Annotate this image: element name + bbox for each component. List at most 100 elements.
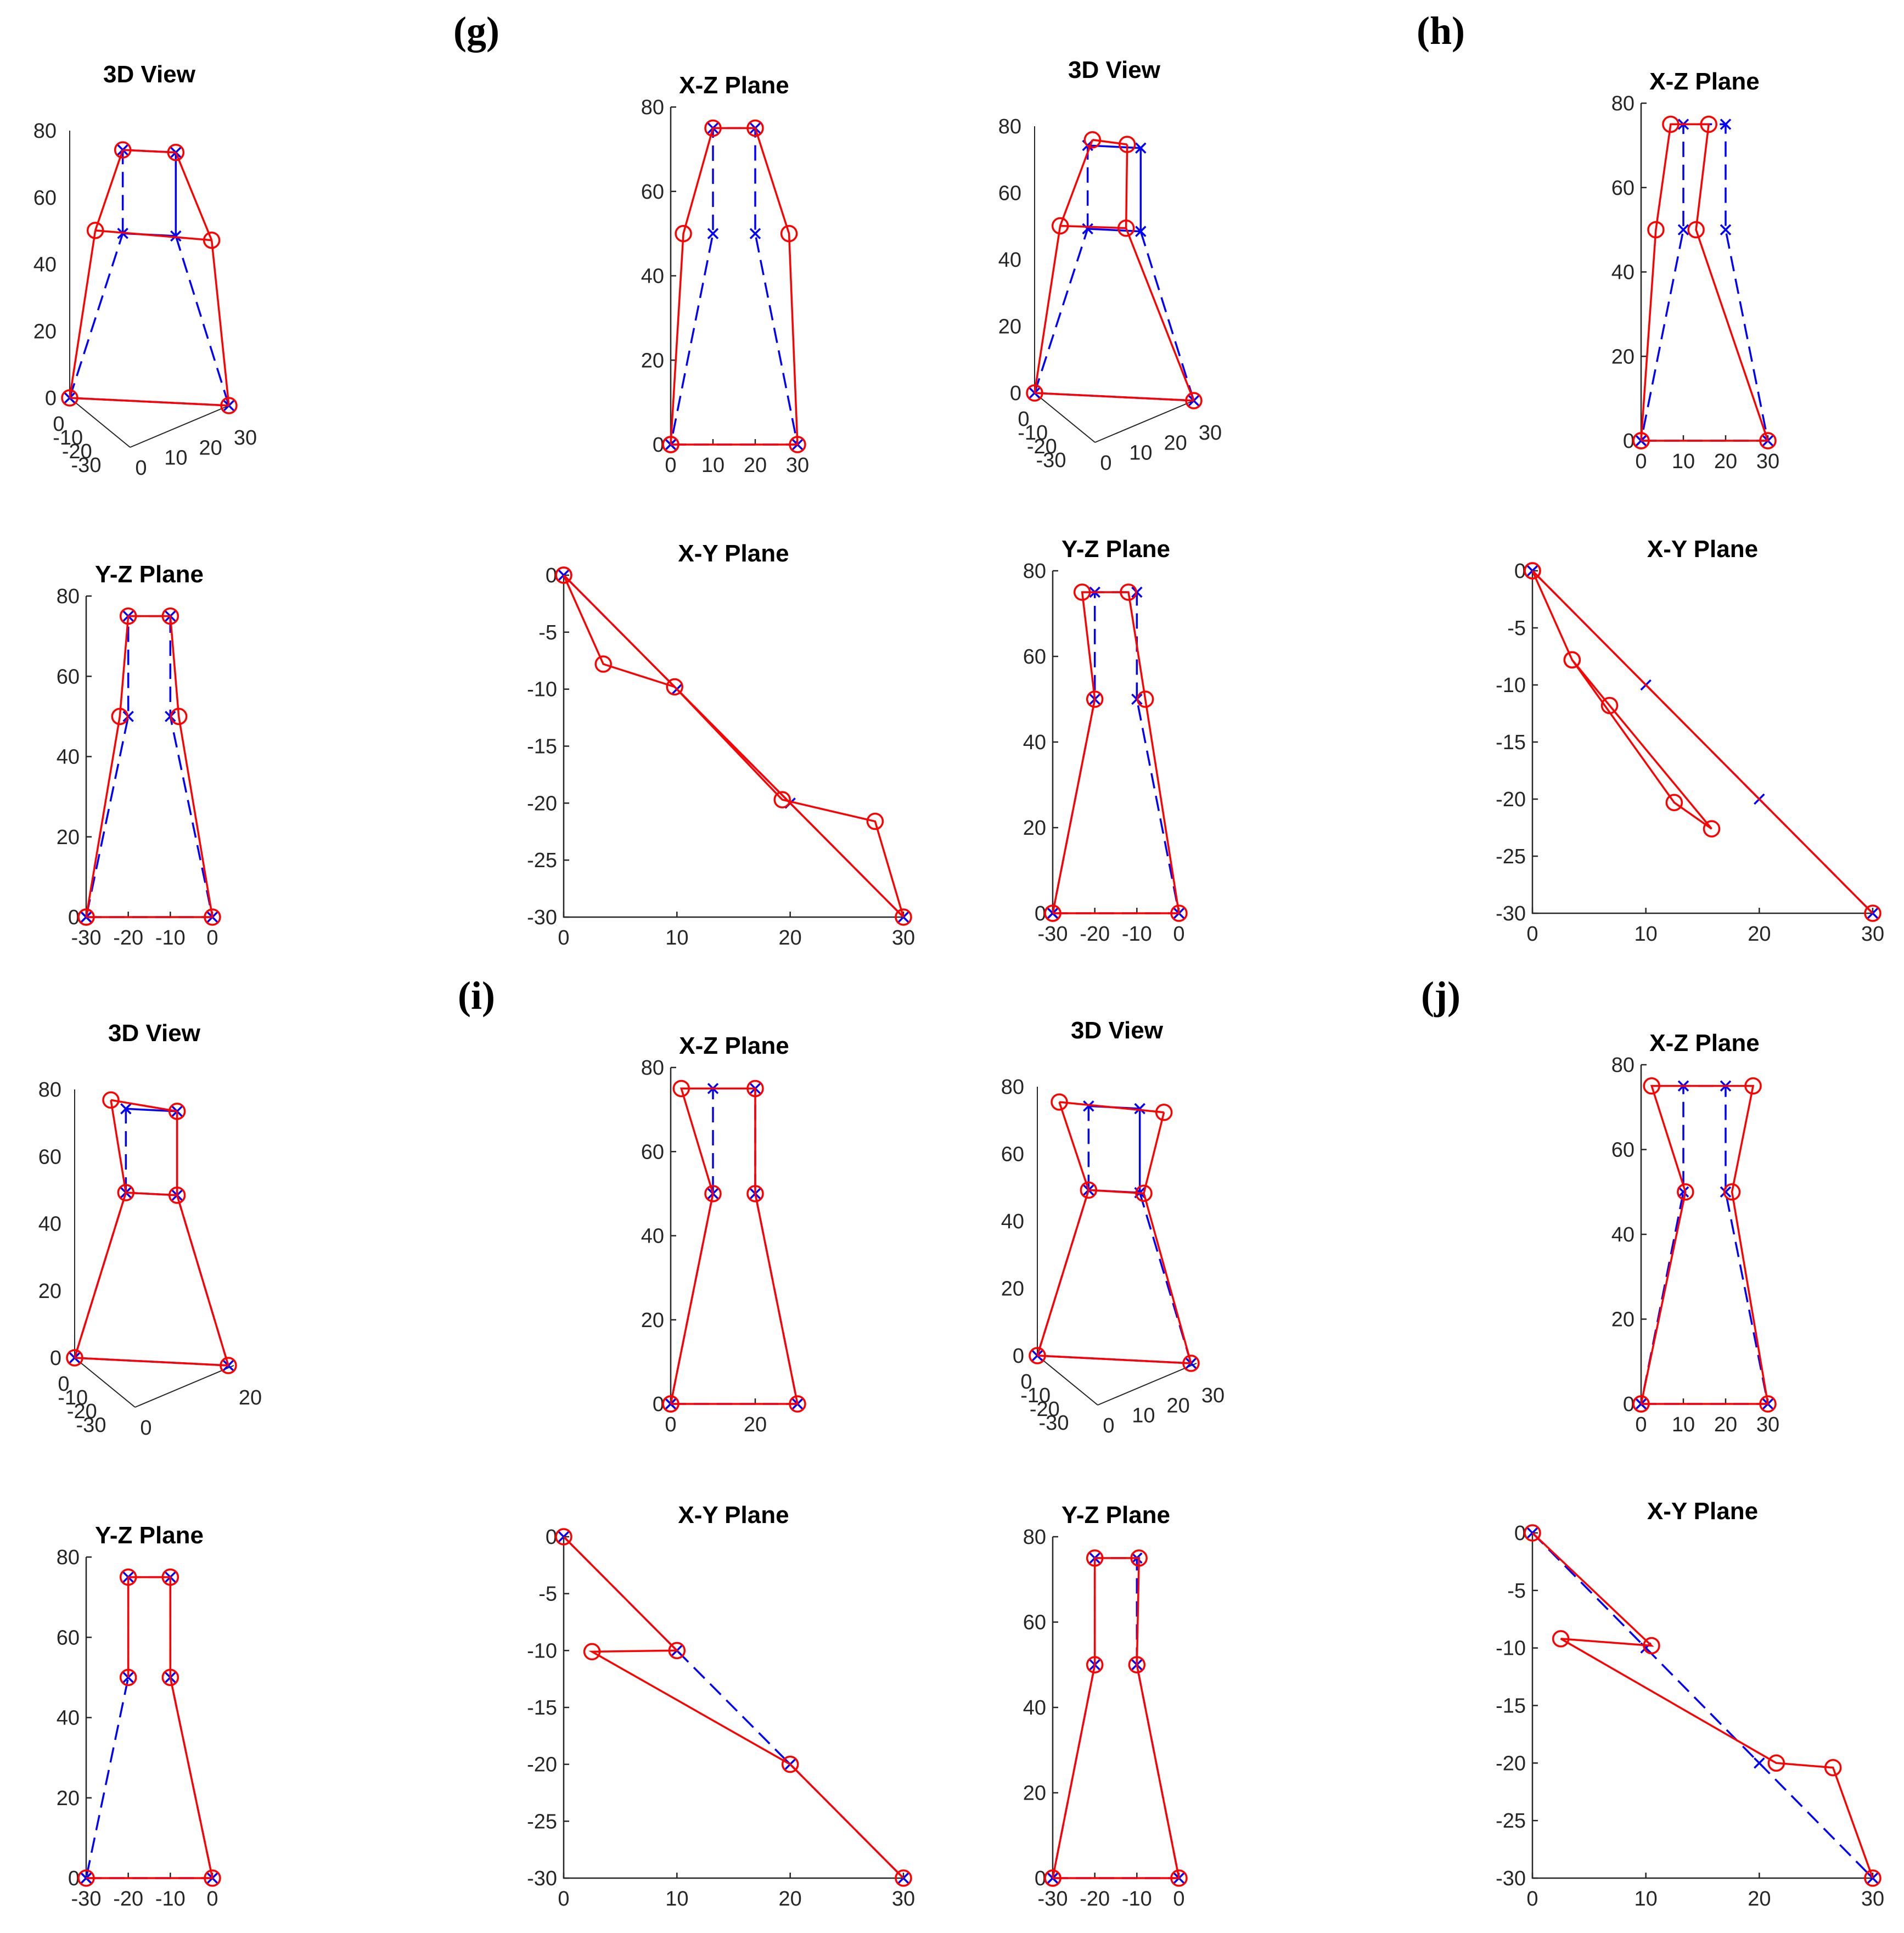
actual-series-segment [1088,1189,1144,1194]
x-tick-label: 0 [206,1887,218,1910]
actual-circle-marker [1155,1104,1173,1121]
ideal-x-marker [1677,224,1689,235]
z-tick-label: 20 [998,316,1021,339]
plot-title: Y-Z Plane [95,1522,204,1549]
x-tick-label: 10 [1132,1404,1155,1428]
actual-circle-marker [746,119,764,137]
actual-circle-marker [168,1186,186,1204]
x-tick-label: 20 [744,1413,767,1436]
actual-circle-marker [111,707,129,726]
y-tick-label: -10 [53,426,83,449]
z-tick-label: 40 [38,1213,61,1236]
x-tick-label: 0 [1526,923,1538,946]
actual-circle-marker [1080,1181,1098,1199]
actual-circle-marker [220,397,238,414]
x-tick-label: -20 [1080,1887,1110,1910]
actual-circle-marker [1170,1869,1188,1887]
x-tick-label: -20 [1080,923,1110,946]
x-tick-label: 30 [1861,1887,1884,1910]
actual-circle-marker [204,908,221,926]
z-tick-label: 40 [1001,1210,1024,1233]
y-tick-label: 0 [68,906,80,929]
y-tick-label: -30 [1496,1867,1526,1890]
actual-circle-marker [662,1395,679,1413]
plot-title: X-Z Plane [1649,1030,1760,1057]
actual-circle-marker [77,1869,95,1887]
actual-circle-marker [1182,1355,1200,1372]
y-axis [74,1357,136,1408]
actual-circle-marker [1026,384,1043,402]
plot-g-y-z-plane: Y-Z Plane 0 20 40 60 80 -30 -20 -10 0 [57,561,221,949]
z-tick-label: 0 [50,1347,61,1370]
actual-series-line [563,1536,905,1879]
y-tick-label: -25 [527,849,557,872]
actual-circle-marker [66,1349,83,1367]
x-tick-label: 30 [1199,422,1222,445]
actual-circle-marker [781,1755,799,1773]
actual-circle-marker [1083,131,1102,149]
actual-circle-marker [1117,219,1135,237]
y-tick-label: -30 [1036,449,1066,472]
actual-series-segment [69,397,229,407]
ideal-x-marker [1082,223,1093,235]
y-tick-label: 40 [57,746,80,769]
actual-circle-marker [161,607,179,625]
y-tick-label: -20 [527,792,557,815]
actual-circle-marker [789,1395,806,1413]
actual-circle-marker [1044,904,1061,922]
actual-circle-marker [1744,1077,1762,1095]
actual-circle-marker [119,1668,137,1687]
actual-circle-marker [86,222,104,239]
actual-circle-marker [1647,221,1665,239]
actual-series-line [1531,1532,1874,1879]
actual-circle-marker [1073,583,1091,601]
x-tick-label: -30 [71,1887,102,1910]
actual-circle-marker [866,812,884,830]
axes-frame [85,596,212,918]
actual-circle-marker [119,607,137,625]
z-tick-label: 80 [38,1078,61,1102]
actual-series-line [1052,591,1181,914]
actual-circle-marker [1086,690,1104,708]
actual-series-segment [1036,1189,1090,1356]
y-tick-label: -20 [1496,788,1526,811]
actual-circle-marker [161,1568,179,1586]
actual-circle-marker [1170,904,1188,922]
y-tick-label: 0 [68,1867,80,1890]
actual-series-segment [1059,139,1093,227]
ideal-x-marker [1720,119,1732,130]
actual-series-segment [176,1195,229,1366]
y-tick-label: 60 [1023,645,1046,668]
y-tick-label: -30 [1039,1412,1069,1435]
y-axis [69,397,131,448]
y-tick-label: 0 [1514,1522,1526,1545]
plot-h-x-z-plane: X-Z Plane 0 20 40 60 80 0 10 20 30 [1611,68,1779,473]
x-tick-label: -30 [71,926,102,949]
actual-circle-marker [77,908,95,926]
actual-circle-marker [1029,1347,1046,1364]
actual-circle-marker [1051,217,1069,235]
actual-circle-marker [1185,392,1203,409]
x-tick-label: 0 [135,457,147,480]
axes-frame [1640,1065,1768,1405]
y-tick-label: 0 [53,413,64,436]
actual-circle-marker [1135,1184,1153,1202]
ideal-x-marker [1134,1103,1145,1115]
z-tick-label: 0 [45,387,57,410]
actual-series-line [1640,1084,1770,1405]
y-tick-label: -10 [527,1639,557,1662]
y-tick-label: 80 [1611,92,1635,115]
y-tick-label: 20 [1611,345,1635,368]
actual-circle-marker [1759,432,1777,449]
actual-circle-marker [583,1643,601,1661]
actual-series-line [1531,570,1874,914]
actual-series-segment [1125,228,1195,401]
actual-series-segment [1092,139,1127,145]
actual-series-segment [1034,226,1061,394]
plot-g-x-z-plane: X-Z Plane 0 20 40 60 80 0 10 20 30 [641,72,809,477]
y-tick-label: 80 [641,1057,664,1080]
y-tick-label: 20 [641,1309,664,1332]
